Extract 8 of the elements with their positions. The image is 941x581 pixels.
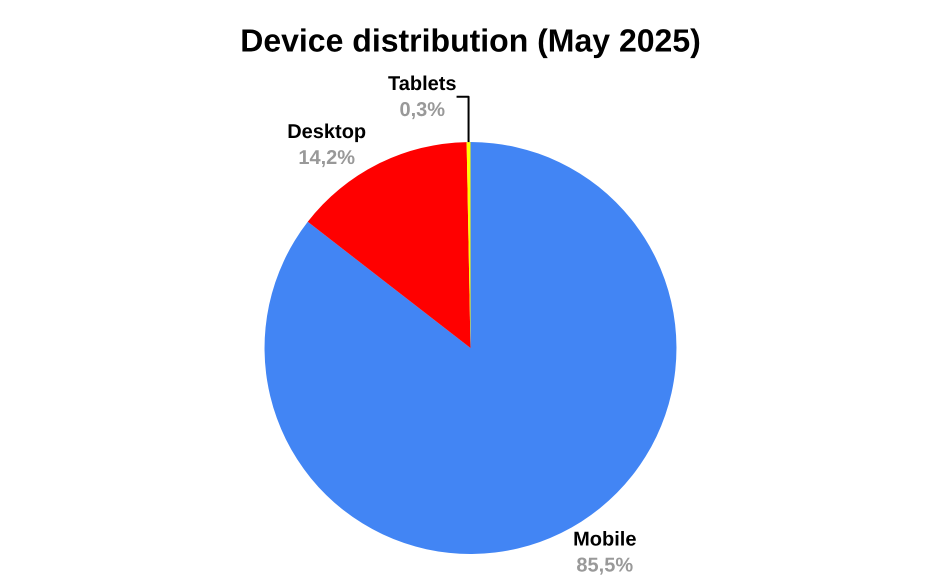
slice-label: Tablets — [388, 72, 457, 95]
data-label: 0,3% — [399, 98, 446, 121]
chart-title: Device distribution (May 2025) — [240, 22, 701, 58]
data-label: 14,2% — [298, 146, 356, 169]
slice-label: Desktop — [287, 120, 366, 143]
pie-slice — [264, 142, 676, 554]
data-label: 85,5% — [576, 554, 634, 576]
slice-label: Mobile — [573, 528, 636, 550]
